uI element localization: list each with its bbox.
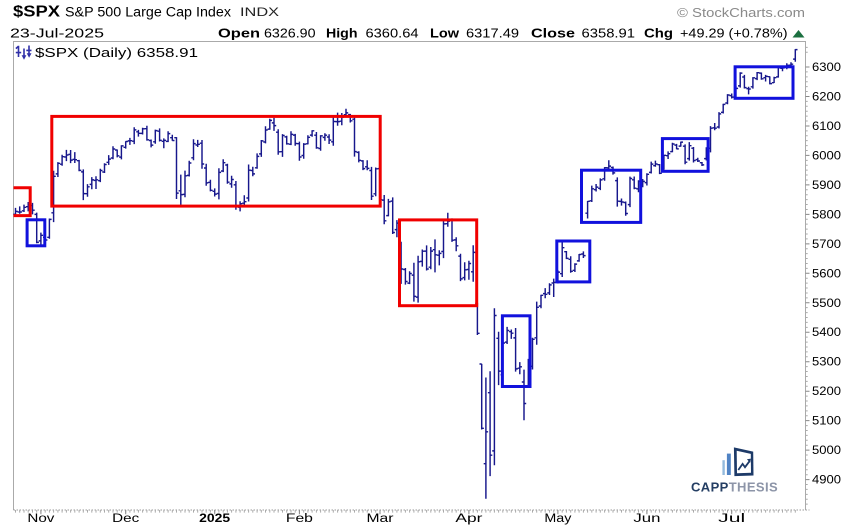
svg-text:© StockCharts.com: © StockCharts.com bbox=[677, 6, 805, 20]
svg-text:Close: Close bbox=[531, 27, 575, 41]
svg-text:6358.91: 6358.91 bbox=[582, 27, 636, 41]
svg-text:Mar: Mar bbox=[367, 513, 394, 525]
svg-text:Jul: Jul bbox=[718, 513, 745, 525]
svg-text:5200: 5200 bbox=[812, 386, 841, 398]
svg-text:5800: 5800 bbox=[812, 209, 841, 221]
svg-text:May: May bbox=[544, 513, 571, 525]
svg-text:5700: 5700 bbox=[812, 239, 841, 251]
svg-text:High: High bbox=[326, 27, 358, 41]
svg-text:S&P 500 Large Cap Index: S&P 500 Large Cap Index bbox=[65, 5, 231, 20]
svg-text:Dec: Dec bbox=[112, 513, 139, 525]
svg-text:Low: Low bbox=[430, 27, 459, 41]
svg-text:6000: 6000 bbox=[812, 150, 841, 162]
svg-text:INDX: INDX bbox=[240, 7, 279, 19]
svg-text:+49.29 (+0.78%): +49.29 (+0.78%) bbox=[680, 27, 788, 41]
svg-text:CAPPTHESIS: CAPPTHESIS bbox=[691, 480, 778, 495]
svg-text:6360.64: 6360.64 bbox=[366, 27, 419, 41]
svg-text:Jun: Jun bbox=[633, 513, 660, 525]
svg-text:5500: 5500 bbox=[812, 298, 841, 310]
svg-text:5900: 5900 bbox=[812, 180, 841, 192]
svg-text:$SPX (Daily) 6358.91: $SPX (Daily) 6358.91 bbox=[35, 45, 198, 60]
svg-text:5600: 5600 bbox=[812, 268, 841, 280]
svg-text:Feb: Feb bbox=[286, 513, 313, 525]
svg-text:6200: 6200 bbox=[812, 92, 841, 104]
svg-text:Open: Open bbox=[218, 27, 260, 41]
svg-text:23-Jul-2025: 23-Jul-2025 bbox=[10, 27, 104, 41]
svg-text:Apr: Apr bbox=[455, 513, 482, 525]
svg-text:5100: 5100 bbox=[812, 416, 841, 428]
svg-text:Nov: Nov bbox=[27, 513, 54, 525]
svg-text:6300: 6300 bbox=[812, 62, 841, 74]
svg-text:$SPX: $SPX bbox=[13, 4, 61, 21]
svg-text:6100: 6100 bbox=[812, 121, 841, 133]
svg-text:4900: 4900 bbox=[812, 475, 841, 487]
svg-text:2025: 2025 bbox=[199, 511, 230, 525]
svg-text:5300: 5300 bbox=[812, 357, 841, 369]
svg-text:6317.49: 6317.49 bbox=[466, 27, 519, 41]
svg-text:5400: 5400 bbox=[812, 327, 841, 339]
svg-text:Chg: Chg bbox=[644, 27, 673, 41]
svg-text:5000: 5000 bbox=[812, 445, 841, 457]
svg-text:6326.90: 6326.90 bbox=[264, 27, 316, 41]
